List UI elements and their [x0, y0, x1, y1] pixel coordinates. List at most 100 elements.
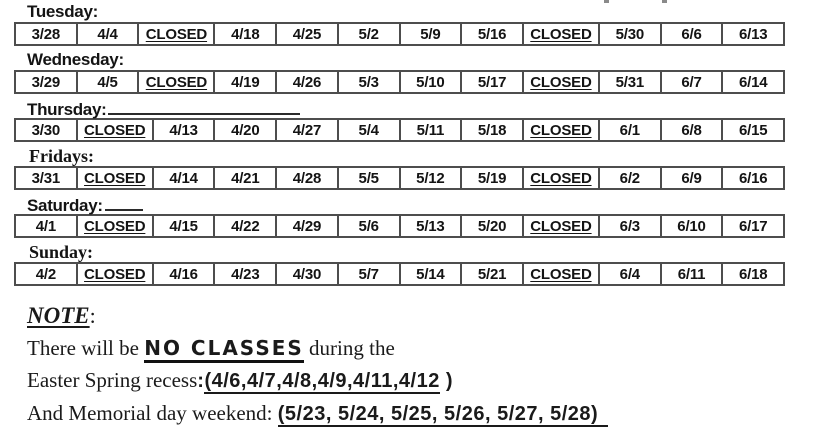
date-cell: 4/15 — [151, 216, 214, 236]
date-cell: 5/17 — [460, 72, 522, 92]
date-cell: 6/1 — [597, 120, 660, 140]
easter-recess-colon: : — [197, 370, 205, 392]
note-line-easter-recess: Easter Spring recess:(4/6,4/7,4/8,4/9,4/… — [27, 364, 813, 397]
closed-cell: CLOSED — [75, 168, 152, 188]
day-block: Saturday: 4/1 CLOSED 4/15 4/22 4/29 5/6 5/13 5/2… — [14, 194, 785, 238]
day-label-text: Wednesday: — [27, 50, 124, 69]
date-cell: 6/11 — [659, 264, 722, 284]
date-cell: 4/21 — [213, 168, 275, 188]
date-cell: 5/19 — [460, 168, 522, 188]
date-cell: 6/16 — [721, 168, 783, 188]
closed-cell: CLOSED — [521, 72, 598, 92]
date-cell: 6/17 — [721, 216, 783, 236]
date-cell: 5/11 — [398, 120, 461, 140]
closed-cell: CLOSED — [521, 168, 598, 188]
date-cell: 6/13 — [721, 24, 783, 44]
date-cell: 4/2 — [35, 265, 56, 283]
easter-recess-close-paren: ) — [439, 370, 454, 392]
date-cell: 6/6 — [659, 24, 722, 44]
date-cell: 4/22 — [213, 216, 275, 236]
label-trailing-underline — [104, 194, 143, 211]
day-block: Wednesday: 3/29 4/5 CLOSED 4/19 4/26 5/3 5/10 5/… — [14, 50, 785, 94]
memorial-weekend-dates: (5/23, 5/24, 5/25, 5/26, 5/27, 5/28) — [277, 403, 609, 427]
date-cell: 5/13 — [398, 216, 461, 236]
date-cell: 5/6 — [336, 216, 399, 236]
date-cell: 4/19 — [213, 72, 275, 92]
date-cell: 5/18 — [460, 120, 522, 140]
date-cell: 4/30 — [275, 264, 337, 284]
date-cell: 5/2 — [336, 24, 399, 44]
date-cell: 3/31 — [31, 169, 61, 187]
label-trailing-underline — [108, 98, 301, 115]
date-cell: 3/30 — [31, 121, 61, 139]
day-label: Saturday: — [14, 194, 785, 215]
weekly-schedule-tables: Tuesday: 3/28 4/4 CLOSED 4/18 4/25 5/2 5/9 5/16 C… — [14, 2, 785, 290]
day-label: Fridays: — [14, 146, 785, 166]
date-cell: 4/13 — [151, 120, 214, 140]
day-block: Thursday: 3/30 CLOSED 4/13 4/20 4/27 5/4 5/11 5/… — [14, 98, 785, 142]
date-cell: 6/2 — [597, 168, 660, 188]
easter-recess-dates: (4/6,4/7,4/8,4/9,4/11,4/12 — [204, 370, 440, 394]
closed-cell: CLOSED — [521, 216, 598, 236]
date-cell: 4/4 — [75, 24, 138, 44]
date-cell: 5/5 — [336, 168, 399, 188]
cropped-text-artifact — [662, 0, 667, 3]
day-label: Tuesday: — [14, 2, 785, 22]
date-cell: 4/14 — [151, 168, 214, 188]
date-cell: 4/16 — [151, 264, 214, 284]
date-cell: 5/3 — [336, 72, 399, 92]
day-block: Fridays: 3/31 CLOSED 4/14 4/21 4/28 5/5 5/12 5/1… — [14, 146, 785, 190]
date-cell: 5/7 — [336, 264, 399, 284]
note-heading-word: NOTE — [27, 303, 90, 328]
day-label-text: Fridays: — [29, 146, 94, 166]
closed-cell: CLOSED — [75, 264, 152, 284]
date-cell: 6/10 — [659, 216, 722, 236]
date-row: 4/2 CLOSED 4/16 4/23 4/30 5/7 5/14 5/21 CLOSED 6/… — [14, 262, 785, 286]
no-classes-emphasis: NO CLASSES — [144, 336, 304, 363]
date-cell: 6/7 — [659, 72, 722, 92]
easter-recess-label: Easter Spring recess — [27, 368, 198, 392]
date-cell: 5/21 — [460, 264, 522, 284]
date-cell: 6/15 — [721, 120, 783, 140]
closed-cell: CLOSED — [137, 72, 213, 92]
date-cell: 6/18 — [721, 264, 783, 284]
note-line1-prefix: There will be — [27, 336, 145, 360]
date-cell: 4/5 — [75, 72, 138, 92]
date-cell: 4/1 — [35, 217, 56, 235]
note-line1-suffix: during the — [303, 336, 395, 360]
date-cell: 4/26 — [275, 72, 337, 92]
note-section: NOTE: There will be NO CLASSES during th… — [27, 300, 813, 430]
date-cell: 5/20 — [460, 216, 522, 236]
closed-cell: CLOSED — [75, 120, 152, 140]
date-cell: 6/8 — [659, 120, 722, 140]
date-cell: 4/23 — [213, 264, 275, 284]
day-label-text: Thursday: — [27, 100, 107, 119]
date-cell: 3/28 — [31, 25, 61, 43]
date-cell: 6/4 — [597, 264, 660, 284]
day-block: Tuesday: 3/28 4/4 CLOSED 4/18 4/25 5/2 5/9 5/16 C… — [14, 2, 785, 46]
day-label: Thursday: — [14, 98, 785, 119]
date-cell: 6/3 — [597, 216, 660, 236]
day-label-text: Tuesday: — [27, 2, 98, 21]
date-cell: 5/31 — [597, 72, 660, 92]
date-cell: 3/29 — [31, 73, 61, 91]
day-label: Sunday: — [14, 242, 785, 262]
date-row: 3/28 4/4 CLOSED 4/18 4/25 5/2 5/9 5/16 CLOSED 5/3… — [14, 22, 785, 46]
date-cell: 5/12 — [398, 168, 461, 188]
date-cell: 4/28 — [275, 168, 337, 188]
date-cell: 4/27 — [275, 120, 337, 140]
note-heading-colon: : — [89, 303, 96, 328]
note-heading: NOTE: — [27, 300, 813, 332]
closed-cell: CLOSED — [521, 24, 598, 44]
closed-cell: CLOSED — [75, 216, 152, 236]
date-cell: 4/25 — [275, 24, 337, 44]
date-cell: 5/10 — [398, 72, 461, 92]
day-block: Sunday: 4/2 CLOSED 4/16 4/23 4/30 5/7 5/14 5/21 C… — [14, 242, 785, 286]
date-cell: 6/9 — [659, 168, 722, 188]
closed-cell: CLOSED — [521, 264, 598, 284]
day-label-text: Saturday: — [27, 196, 103, 215]
note-line-no-classes: There will be NO CLASSES during the — [27, 332, 813, 364]
date-row: 4/1 CLOSED 4/15 4/22 4/29 5/6 5/13 5/20 CLOSED 6/… — [14, 214, 785, 238]
date-row: 3/29 4/5 CLOSED 4/19 4/26 5/3 5/10 5/17 CLOSED 5/… — [14, 70, 785, 94]
